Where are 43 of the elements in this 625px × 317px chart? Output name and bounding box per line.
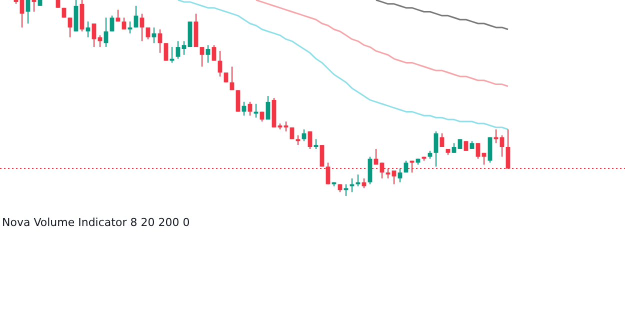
candlestick — [212, 44, 216, 62]
candlestick — [176, 40, 180, 60]
candlestick — [254, 103, 258, 118]
candlestick — [464, 140, 468, 152]
candlestick — [284, 121, 288, 132]
candlestick — [350, 178, 354, 193]
candlestick — [110, 15, 114, 32]
candlestick — [134, 5, 138, 28]
candlestick — [170, 46, 174, 64]
candlestick — [404, 160, 408, 173]
candlestick — [314, 138, 318, 150]
candlestick — [98, 34, 102, 48]
candlestick — [260, 111, 264, 122]
candlestick — [434, 130, 438, 168]
candlestick — [20, 0, 24, 28]
candlestick — [86, 21, 90, 38]
candlestick — [398, 168, 402, 183]
candlestick — [200, 46, 204, 68]
candlestick — [68, 17, 72, 38]
candlestick — [128, 21, 132, 34]
candlestick — [26, 0, 30, 24]
text: Nova Volume Indicator 8 20 200 0 — [2, 216, 190, 229]
candlestick — [488, 136, 492, 164]
candlestick — [206, 44, 210, 64]
candlestick — [344, 184, 348, 196]
candlestick — [440, 132, 444, 148]
candlestick — [236, 90, 240, 112]
candlestick — [182, 40, 186, 56]
candlestick — [494, 128, 498, 144]
candlestick — [224, 72, 228, 83]
candlestick — [140, 13, 144, 42]
candlestick — [92, 23, 96, 48]
candlestick — [452, 142, 456, 154]
candlestick — [476, 142, 480, 160]
candlestick — [308, 130, 312, 150]
candlestick — [164, 42, 168, 62]
candlestick — [122, 17, 126, 30]
candlestick — [368, 156, 372, 185]
candlestick — [296, 134, 300, 146]
candlestick — [266, 96, 270, 120]
candlestick — [500, 134, 504, 158]
candlestick — [32, 0, 36, 12]
candlestick — [458, 138, 462, 150]
